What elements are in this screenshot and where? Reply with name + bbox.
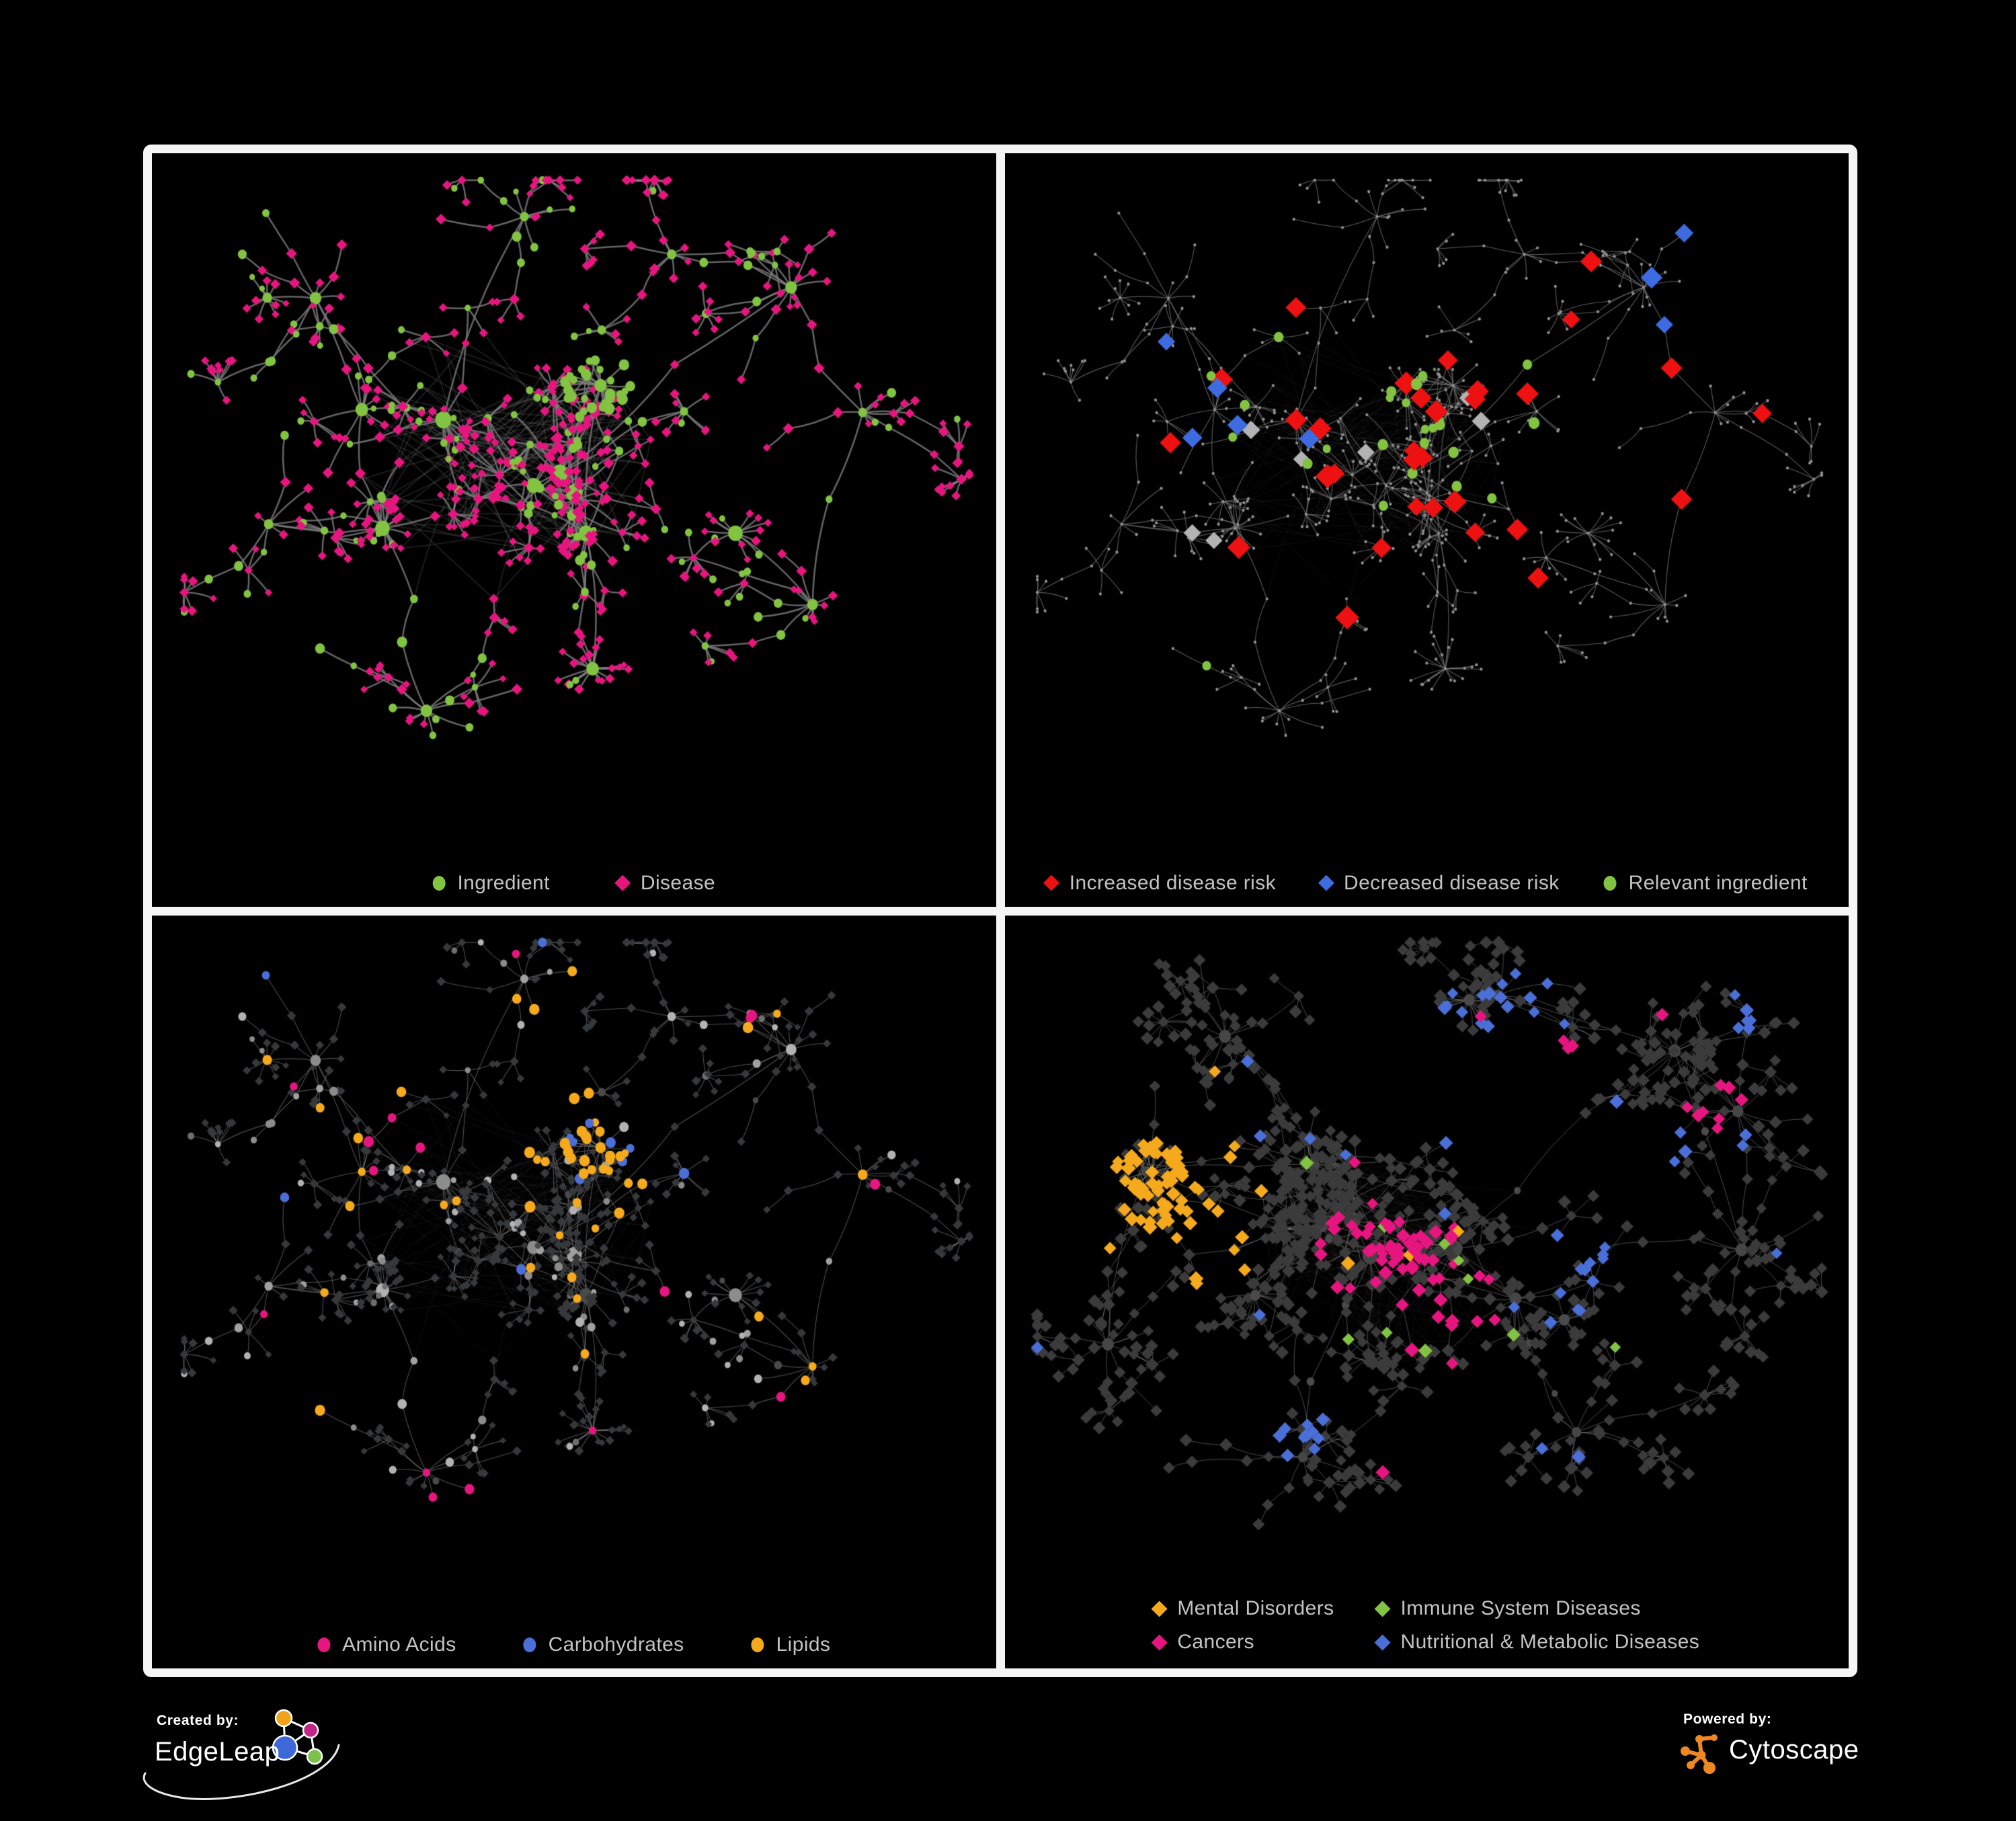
legend-ingredient-disease: Ingredient Disease bbox=[432, 872, 715, 895]
legend-label: Carbohydrates bbox=[548, 1633, 684, 1656]
panel-disease-categories: Mental Disorders Immune System Diseases Ca… bbox=[1004, 915, 1849, 1668]
legend-diamond-marker-icon bbox=[1374, 1600, 1392, 1617]
legend-label: Cancers bbox=[1177, 1631, 1254, 1653]
legend-item: Disease bbox=[614, 871, 716, 895]
legend-circle-marker-icon bbox=[1603, 875, 1617, 891]
created-by-label: Created by: bbox=[157, 1713, 239, 1728]
legend-circle-marker-icon bbox=[432, 875, 446, 891]
network-canvas-disease-categories bbox=[1004, 915, 1849, 1668]
legend-circle-marker-icon bbox=[751, 1637, 764, 1652]
legend-diamond-marker-icon bbox=[1151, 1600, 1168, 1617]
legend-diamond-marker-icon bbox=[1043, 875, 1060, 891]
network-canvas-compound-classes bbox=[152, 915, 996, 1668]
legend-label: Amino Acids bbox=[342, 1633, 456, 1656]
legend-disease-categories: Mental Disorders Immune System Diseases Ca… bbox=[1151, 1597, 1700, 1654]
panel-disease-risk: Increased disease risk Decreased disease … bbox=[1004, 153, 1849, 907]
cytoscape-logo-icon bbox=[1681, 1734, 1718, 1774]
powered-by-label: Powered by: bbox=[1683, 1711, 1772, 1727]
edgeleap-logo-icon bbox=[143, 1709, 340, 1800]
legend-label: Immune System Diseases bbox=[1400, 1597, 1641, 1619]
panels-frame: Ingredient Disease Increased disease risk… bbox=[143, 145, 1857, 1677]
legend-label: Relevant ingredient bbox=[1628, 871, 1808, 894]
legend-diamond-marker-icon bbox=[1318, 875, 1334, 891]
legend-item: Nutritional & Metabolic Diseases bbox=[1374, 1631, 1700, 1654]
network-canvas-ingredient-disease bbox=[152, 153, 996, 907]
legend-label: Increased disease risk bbox=[1069, 871, 1277, 894]
legend-circle-marker-icon bbox=[317, 1637, 331, 1652]
legend-diamond-marker-icon bbox=[614, 875, 631, 891]
legend-item: Mental Disorders bbox=[1151, 1597, 1334, 1620]
legend-circle-marker-icon bbox=[523, 1637, 536, 1652]
legend-item: Decreased disease risk bbox=[1318, 871, 1560, 895]
legend-item: Immune System Diseases bbox=[1374, 1597, 1641, 1620]
legend-item: Amino Acids bbox=[317, 1633, 456, 1656]
legend-disease-risk: Increased disease risk Decreased disease … bbox=[1043, 871, 1808, 895]
panel-ingredient-disease: Ingredient Disease bbox=[152, 153, 996, 907]
legend-diamond-marker-icon bbox=[1374, 1633, 1392, 1651]
legend-item: Ingredient bbox=[432, 872, 549, 895]
cytoscape-wordmark: Cytoscape bbox=[1729, 1735, 1859, 1765]
legend-diamond-marker-icon bbox=[1151, 1633, 1168, 1651]
legend-item: Lipids bbox=[751, 1633, 831, 1656]
legend-label: Ingredient bbox=[457, 871, 550, 894]
legend-label: Lipids bbox=[776, 1633, 831, 1656]
legend-compound-classes: Amino Acids Carbohydrates Lipids bbox=[317, 1633, 830, 1656]
edgeleap-wordmark: EdgeLeap bbox=[155, 1737, 280, 1767]
legend-label: Mental Disorders bbox=[1177, 1597, 1334, 1619]
legend-label: Decreased disease risk bbox=[1344, 871, 1560, 894]
legend-item: Cancers bbox=[1151, 1631, 1254, 1654]
legend-item: Relevant ingredient bbox=[1603, 871, 1808, 895]
legend-item: Carbohydrates bbox=[523, 1633, 684, 1656]
legend-item: Increased disease risk bbox=[1043, 871, 1277, 895]
network-canvas-disease-risk bbox=[1004, 153, 1849, 907]
legend-label: Nutritional & Metabolic Diseases bbox=[1400, 1631, 1700, 1653]
legend-label: Disease bbox=[640, 871, 716, 894]
panel-compound-classes: Amino Acids Carbohydrates Lipids bbox=[152, 915, 996, 1668]
